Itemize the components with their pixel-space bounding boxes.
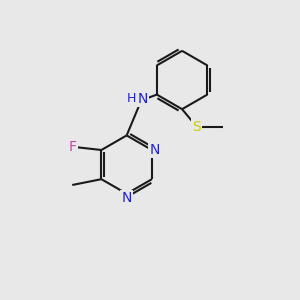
Text: N: N <box>137 92 148 106</box>
Text: S: S <box>192 120 201 134</box>
Text: N: N <box>150 143 160 157</box>
Text: F: F <box>68 140 76 154</box>
Text: H: H <box>126 92 136 106</box>
Text: N: N <box>122 191 132 205</box>
